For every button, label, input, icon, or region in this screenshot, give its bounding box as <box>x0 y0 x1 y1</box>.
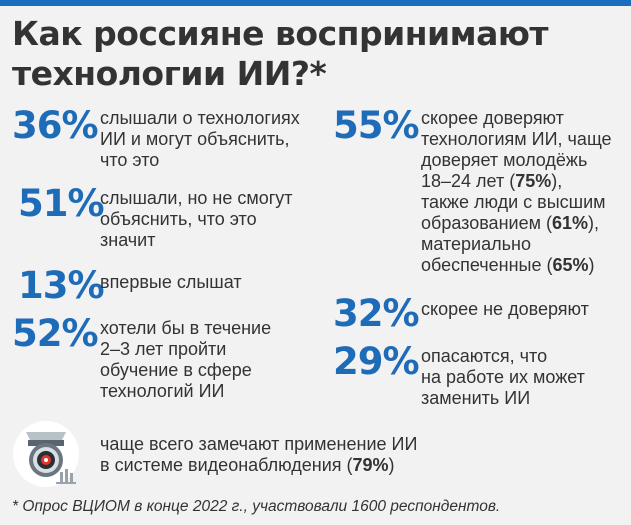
stat-line: 2–3 лет пройти <box>100 339 227 359</box>
stat-value: 32% <box>333 292 420 335</box>
stat-text: ), <box>587 213 599 233</box>
stat-highlight: 61% <box>551 213 588 233</box>
stat-line: слышали, но не смогут <box>100 188 293 208</box>
stat-value: 51% <box>18 182 105 225</box>
stat-description: опасаются, что на работе их может замени… <box>421 346 585 409</box>
stat-line: также люди с высшим <box>421 192 606 212</box>
stat-value: 55% <box>333 104 420 147</box>
stat-line: 18–24 лет (75%), <box>421 171 612 192</box>
top-accent-bar <box>0 0 631 6</box>
stat-line: обеспеченные (65%) <box>421 255 612 276</box>
stat-text: ) <box>588 255 595 275</box>
camera-note-text: чаще всего замечают применение ИИ в сист… <box>100 434 417 476</box>
stat-description: хотели бы в течение 2–3 лет пройти обуче… <box>100 318 271 402</box>
stat-line: ИИ и могут объяснить, <box>100 129 290 149</box>
stat-description: слышали, но не смогут объяснить, что это… <box>100 188 293 251</box>
surveillance-camera-icon <box>12 420 80 488</box>
camera-note-line: чаще всего замечают применение ИИ <box>100 434 418 454</box>
camera-note-text-part: ) <box>388 455 395 475</box>
stat-line: объяснить, что это <box>100 209 257 229</box>
footnote: * Опрос ВЦИОМ в конце 2022 г., участвова… <box>12 498 501 515</box>
stat-value: 36% <box>12 104 99 147</box>
stat-description: слышали о технологиях ИИ и могут объясни… <box>100 108 300 171</box>
stat-text: 18–24 лет ( <box>421 171 516 191</box>
title-line-1: Как россияне воспринимают <box>12 14 549 53</box>
stat-line: заменить ИИ <box>421 388 531 408</box>
stat-line: значит <box>100 230 156 250</box>
stat-line: что это <box>100 150 160 170</box>
camera-note-line: в системе видеонаблюдения (79%) <box>100 455 417 476</box>
stat-text: ), <box>551 171 563 191</box>
camera-note-highlight: 79% <box>352 455 389 475</box>
stat-line: образованием (61%), <box>421 213 612 234</box>
camera-note-text-part: в системе видеонаблюдения ( <box>100 455 353 475</box>
stat-value: 29% <box>333 340 420 383</box>
stat-value: 52% <box>12 312 99 355</box>
stat-line: материально <box>421 234 531 254</box>
stat-description: скорее не доверяют <box>421 299 589 320</box>
title-line-2: технологии ИИ?* <box>12 54 327 93</box>
stat-line: скорее не доверяют <box>421 299 589 319</box>
stat-text: образованием ( <box>421 213 552 233</box>
stat-description: впервые слышат <box>100 272 242 293</box>
stat-description: скорее доверяют технологиям ИИ, чаще дов… <box>421 108 612 276</box>
stat-line: доверяет молодёжь <box>421 150 588 170</box>
stat-line: слышали о технологиях <box>100 108 300 128</box>
stat-text: обеспеченные ( <box>421 255 553 275</box>
stat-line: на работе их может <box>421 367 585 387</box>
page-title: Как россияне воспринимают технологии ИИ?… <box>12 14 622 94</box>
stat-value: 13% <box>18 264 105 307</box>
stat-line: скорее доверяют <box>421 108 564 128</box>
stat-line: впервые слышат <box>100 272 242 292</box>
stat-line: технологиям ИИ, чаще <box>421 129 612 149</box>
stat-highlight: 75% <box>515 171 552 191</box>
stat-line: обучение в сфере <box>100 360 252 380</box>
stat-highlight: 65% <box>552 255 589 275</box>
stat-line: опасаются, что <box>421 346 548 366</box>
stat-line: технологий ИИ <box>100 381 225 401</box>
stat-line: хотели бы в течение <box>100 318 272 338</box>
